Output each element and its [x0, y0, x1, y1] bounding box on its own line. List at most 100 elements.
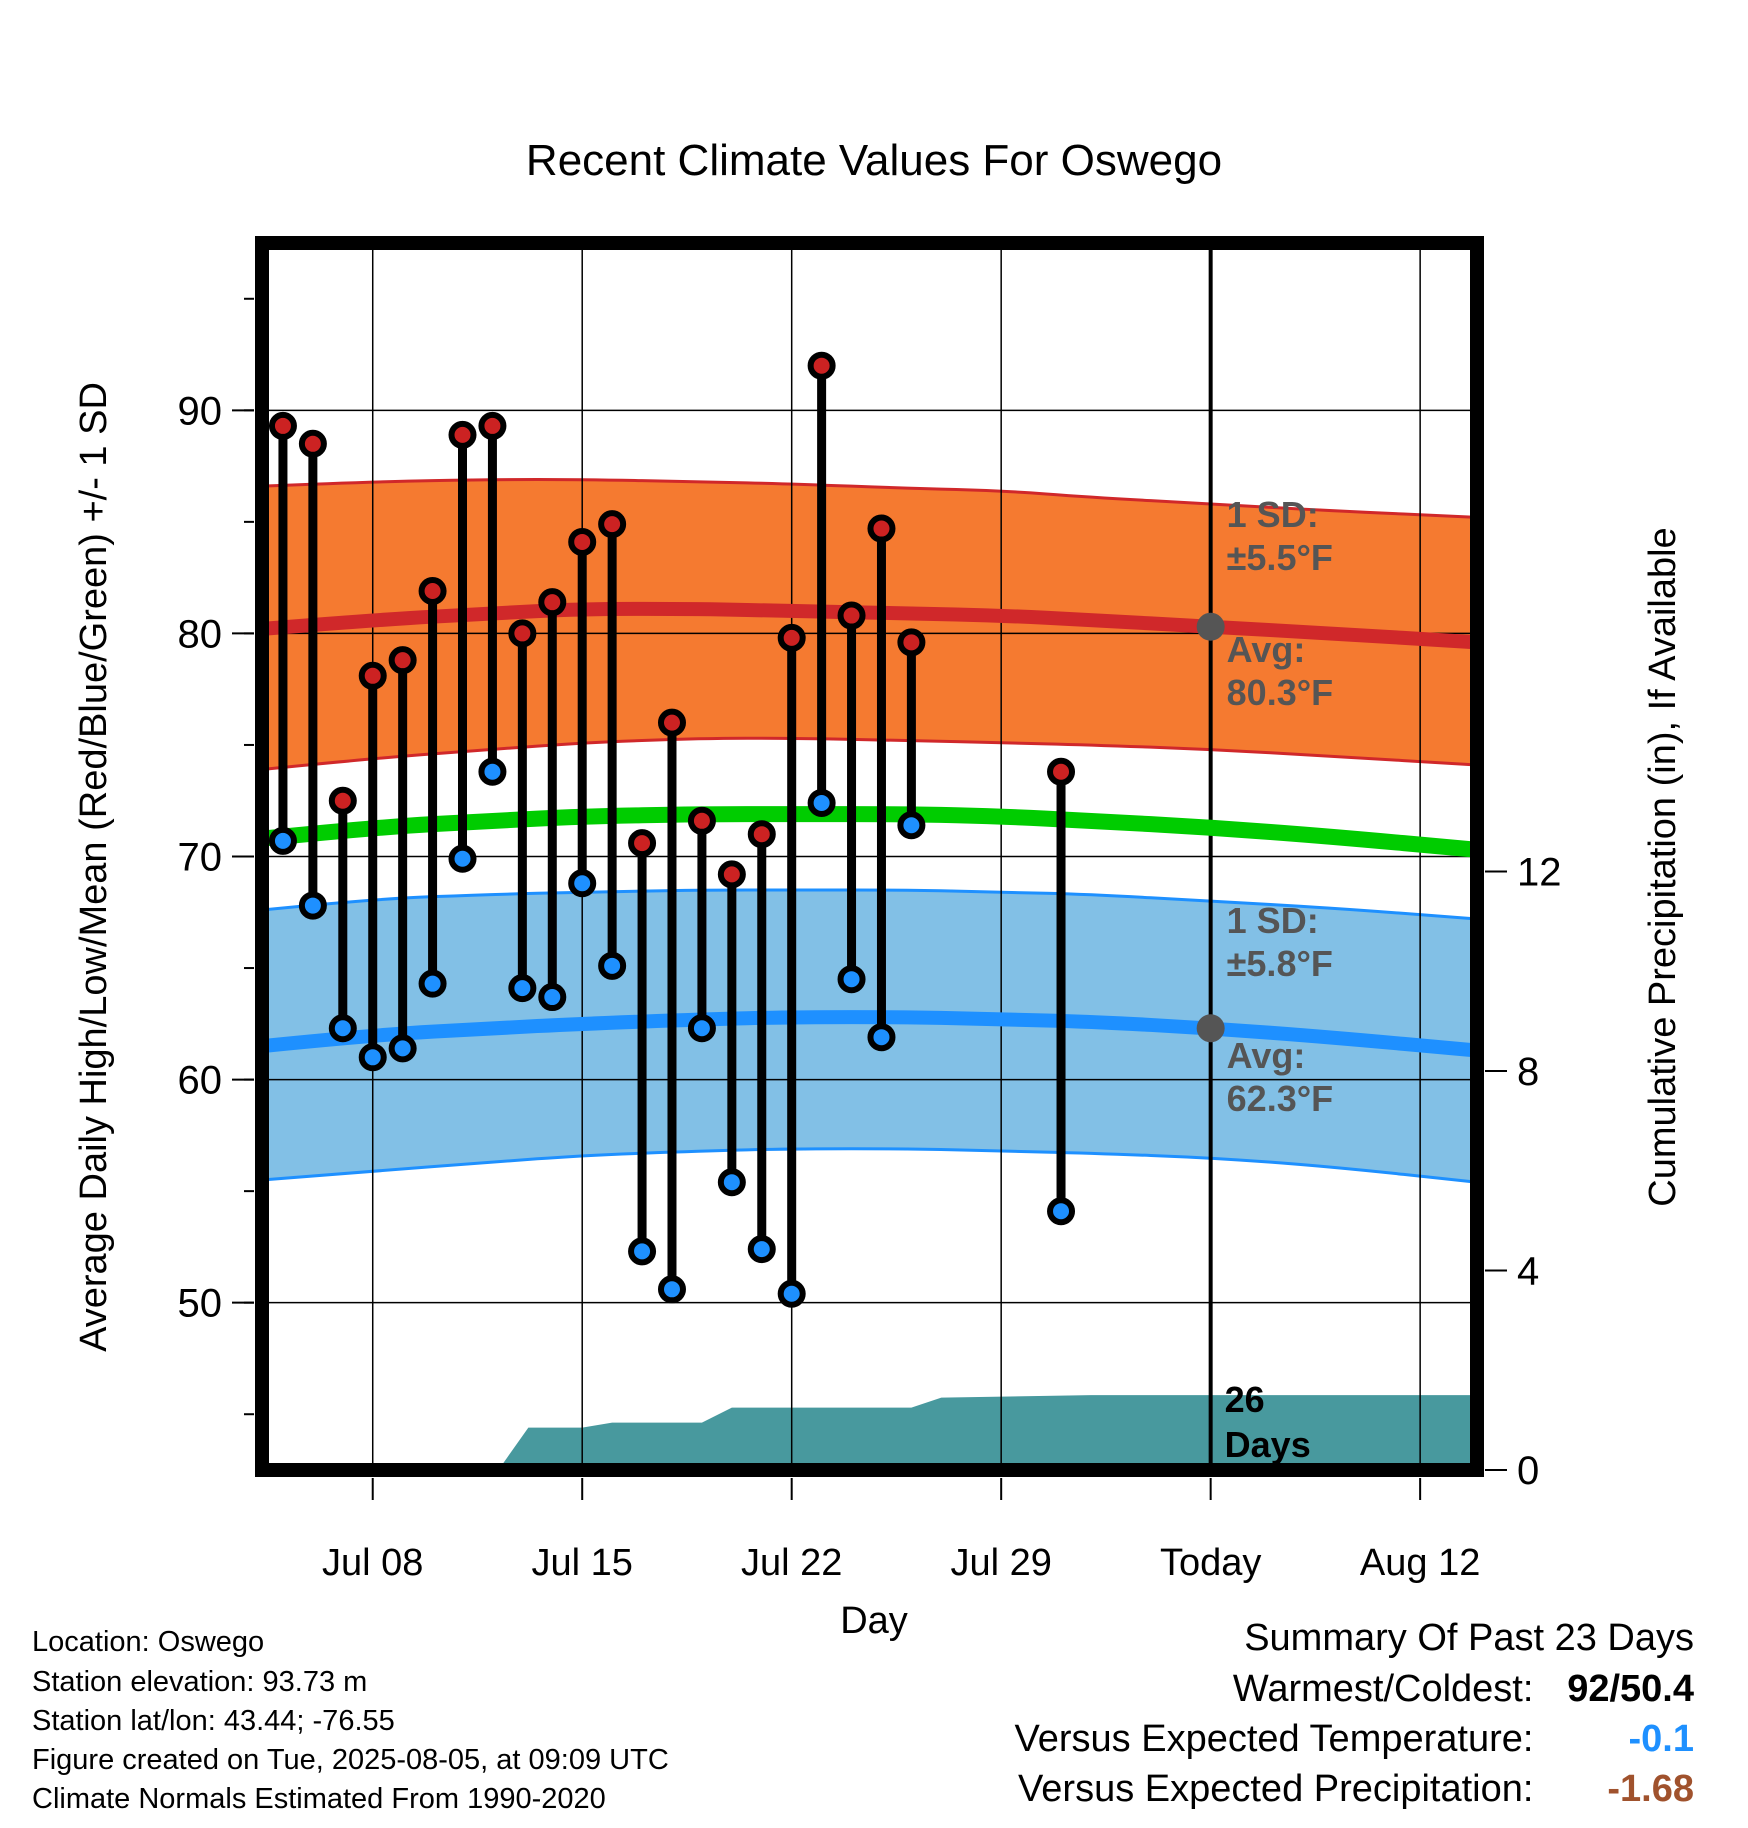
- y-tick-label-right: 8: [1517, 1050, 1539, 1094]
- obs-high-point: [717, 860, 746, 889]
- obs-low-point: [298, 891, 327, 920]
- y-tick-label-right: 0: [1517, 1449, 1539, 1493]
- obs-low-point: [717, 1168, 746, 1197]
- obs-high-point: [867, 514, 896, 543]
- obs-low-point: [418, 969, 447, 998]
- high-sd-band: [262, 479, 1477, 770]
- obs-high-point: [747, 820, 776, 849]
- days-label-annotation: Days: [1225, 1424, 1311, 1465]
- vs-precip-label: Versus Expected Precipitation:: [1018, 1768, 1534, 1810]
- low-sd-annotation: 1 SD:: [1227, 900, 1319, 941]
- obs-high-point: [358, 661, 387, 690]
- info-location: Location: Oswego: [32, 1626, 265, 1658]
- obs-low-point: [508, 974, 537, 1003]
- obs-high-point: [837, 601, 866, 630]
- obs-low-point: [807, 788, 836, 817]
- obs-low-point: [388, 1034, 417, 1063]
- info-latlon: Station lat/lon: 43.44; -76.55: [32, 1705, 395, 1737]
- x-tick-label: Jul 08: [322, 1542, 423, 1584]
- obs-low-point: [657, 1275, 686, 1304]
- x-tick-label: Today: [1160, 1542, 1261, 1584]
- x-tick-label: Jul 15: [532, 1542, 633, 1584]
- obs-low-point: [897, 811, 926, 840]
- obs-high-point: [687, 806, 716, 835]
- low-sd-value-annotation: ±5.8°F: [1227, 943, 1333, 984]
- obs-high-point: [268, 411, 297, 440]
- x-tick-label: Aug 12: [1360, 1542, 1480, 1584]
- today-low-marker: [1196, 1014, 1225, 1043]
- y-tick-label-left: 90: [178, 389, 223, 433]
- mean-normal-line: [262, 806, 1477, 858]
- x-tick-label: Jul 22: [741, 1542, 842, 1584]
- obs-high-point: [418, 577, 447, 606]
- summary-vs-temp: Versus Expected Temperature: -0.1: [1015, 1718, 1694, 1761]
- high-band-upper-edge: [262, 477, 1477, 519]
- obs-high-point: [897, 628, 926, 657]
- chart-title: Recent Climate Values For Oswego: [526, 136, 1222, 185]
- info-normals: Climate Normals Estimated From 1990-2020: [32, 1783, 606, 1815]
- high-sd-value-annotation: ±5.5°F: [1227, 537, 1333, 578]
- obs-high-point: [568, 527, 597, 556]
- obs-high-point: [448, 420, 477, 449]
- obs-low-point: [538, 983, 567, 1012]
- plot-frame: [255, 236, 1484, 1477]
- obs-low-point: [628, 1237, 657, 1266]
- obs-low-point: [448, 844, 477, 873]
- obs-low-point: [687, 1014, 716, 1043]
- vs-temp-value: -0.1: [1628, 1718, 1694, 1760]
- y-tick-label-left: 80: [178, 612, 223, 656]
- obs-high-point: [388, 646, 417, 675]
- obs-low-point: [478, 757, 507, 786]
- x-axis-label: Day: [840, 1600, 908, 1642]
- obs-low-point: [598, 951, 627, 980]
- obs-low-point: [747, 1235, 776, 1264]
- info-elevation: Station elevation: 93.73 m: [32, 1666, 368, 1698]
- obs-low-point: [268, 826, 297, 855]
- low-avg-value-annotation: 62.3°F: [1227, 1078, 1333, 1119]
- obs-low-point: [867, 1023, 896, 1052]
- high-sd-annotation: 1 SD:: [1227, 494, 1319, 535]
- x-tick-label: Jul 29: [950, 1542, 1051, 1584]
- y-tick-label-right: 4: [1517, 1249, 1539, 1293]
- obs-low-point: [1047, 1197, 1076, 1226]
- obs-low-point: [358, 1043, 387, 1072]
- obs-low-point: [837, 965, 866, 994]
- info-created: Figure created on Tue, 2025-08-05, at 09…: [32, 1744, 669, 1776]
- obs-high-point: [538, 588, 567, 617]
- y-axis-label-right: Cumulative Precipitation (in), If Availa…: [1642, 527, 1684, 1206]
- today-high-marker: [1196, 612, 1225, 641]
- obs-high-point: [1047, 757, 1076, 786]
- obs-high-point: [508, 619, 537, 648]
- warm-cold-label: Warmest/Coldest:: [1232, 1668, 1534, 1710]
- y-axis-label-left: Average Daily High/Low/Mean (Red/Blue/Gr…: [73, 382, 115, 1352]
- obs-high-point: [777, 623, 806, 652]
- y-tick-label-left: 70: [178, 836, 223, 880]
- obs-high-point: [628, 829, 657, 858]
- low-avg-annotation: Avg:: [1227, 1035, 1306, 1076]
- precip-area: [262, 1395, 1477, 1470]
- obs-high-point: [598, 510, 627, 539]
- obs-high-point: [478, 411, 507, 440]
- obs-low-point: [328, 1014, 357, 1043]
- warm-cold-value: 92/50.4: [1567, 1668, 1694, 1710]
- y-tick-label-left: 50: [178, 1282, 223, 1326]
- low-band-lower-edge: [262, 1147, 1477, 1184]
- vs-temp-label: Versus Expected Temperature:: [1014, 1718, 1534, 1760]
- vs-precip-value: -1.68: [1607, 1768, 1694, 1810]
- obs-low-point: [777, 1279, 806, 1308]
- summary-vs-precip: Versus Expected Precipitation: -1.68: [1018, 1768, 1694, 1811]
- days-count-annotation: 26: [1225, 1379, 1265, 1420]
- high-avg-annotation: Avg:: [1227, 629, 1306, 670]
- y-tick-label-right: 12: [1517, 850, 1562, 894]
- obs-low-point: [568, 869, 597, 898]
- obs-high-point: [328, 786, 357, 815]
- obs-high-point: [657, 708, 686, 737]
- summary-warm-cold: Warmest/Coldest: 92/50.4: [1233, 1668, 1694, 1711]
- plot-inner: [262, 243, 1477, 1470]
- obs-high-point: [298, 429, 327, 458]
- y-tick-label-left: 60: [178, 1059, 223, 1103]
- summary-heading: Summary Of Past 23 Days: [1244, 1617, 1694, 1659]
- high-avg-value-annotation: 80.3°F: [1227, 672, 1333, 713]
